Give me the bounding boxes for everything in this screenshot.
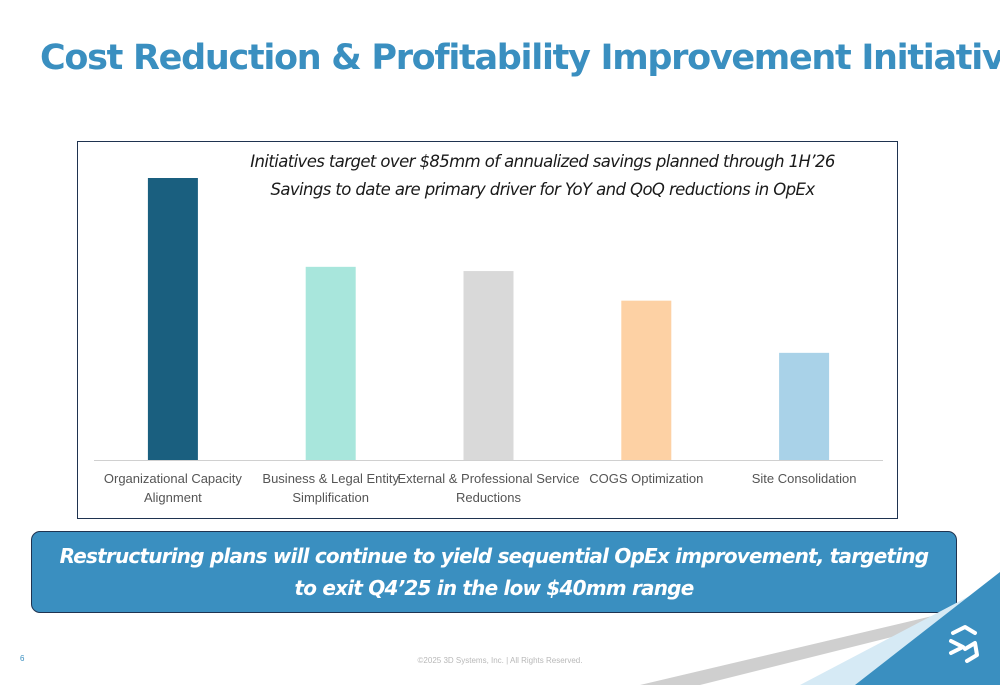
bar bbox=[779, 352, 830, 460]
summary-banner: Restructuring plans will continue to yie… bbox=[31, 531, 957, 613]
chart-annotation-line-1: Initiatives target over $85mm of annuali… bbox=[250, 152, 835, 171]
banner-text: Restructuring plans will continue to yie… bbox=[59, 544, 929, 600]
x-tick-label: Alignment bbox=[144, 490, 202, 505]
bar bbox=[147, 178, 198, 460]
x-tick-label: Organizational Capacity bbox=[104, 471, 243, 486]
x-tick-label: Simplification bbox=[292, 490, 369, 505]
corner-accent-triangle bbox=[855, 572, 1000, 685]
footer-copyright: ©2025 3D Systems, Inc. | All Rights Rese… bbox=[417, 656, 583, 665]
x-tick-label: Site Consolidation bbox=[752, 471, 857, 486]
bar bbox=[305, 266, 356, 460]
slide-title: Cost Reduction & Profitability Improveme… bbox=[40, 38, 1000, 78]
chart-frame: Organizational Capacity Alignment Business… bbox=[77, 141, 898, 519]
page-number: 6 bbox=[20, 654, 25, 663]
x-tick-label: Reductions bbox=[456, 490, 522, 505]
corner-gray-stripe bbox=[640, 600, 1000, 685]
bar bbox=[621, 300, 672, 460]
corner-light-stripe bbox=[800, 580, 1000, 685]
bar bbox=[463, 271, 514, 460]
x-tick-label: External & Professional Service bbox=[397, 471, 579, 486]
bar-chart: Organizational Capacity Alignment Business… bbox=[94, 178, 883, 505]
3d-systems-logo-icon bbox=[949, 625, 979, 663]
x-tick-label: Business & Legal Entity bbox=[262, 471, 399, 486]
x-tick-label: COGS Optimization bbox=[589, 471, 703, 486]
chart-annotation-line-2: Savings to date are primary driver for Y… bbox=[270, 180, 815, 199]
